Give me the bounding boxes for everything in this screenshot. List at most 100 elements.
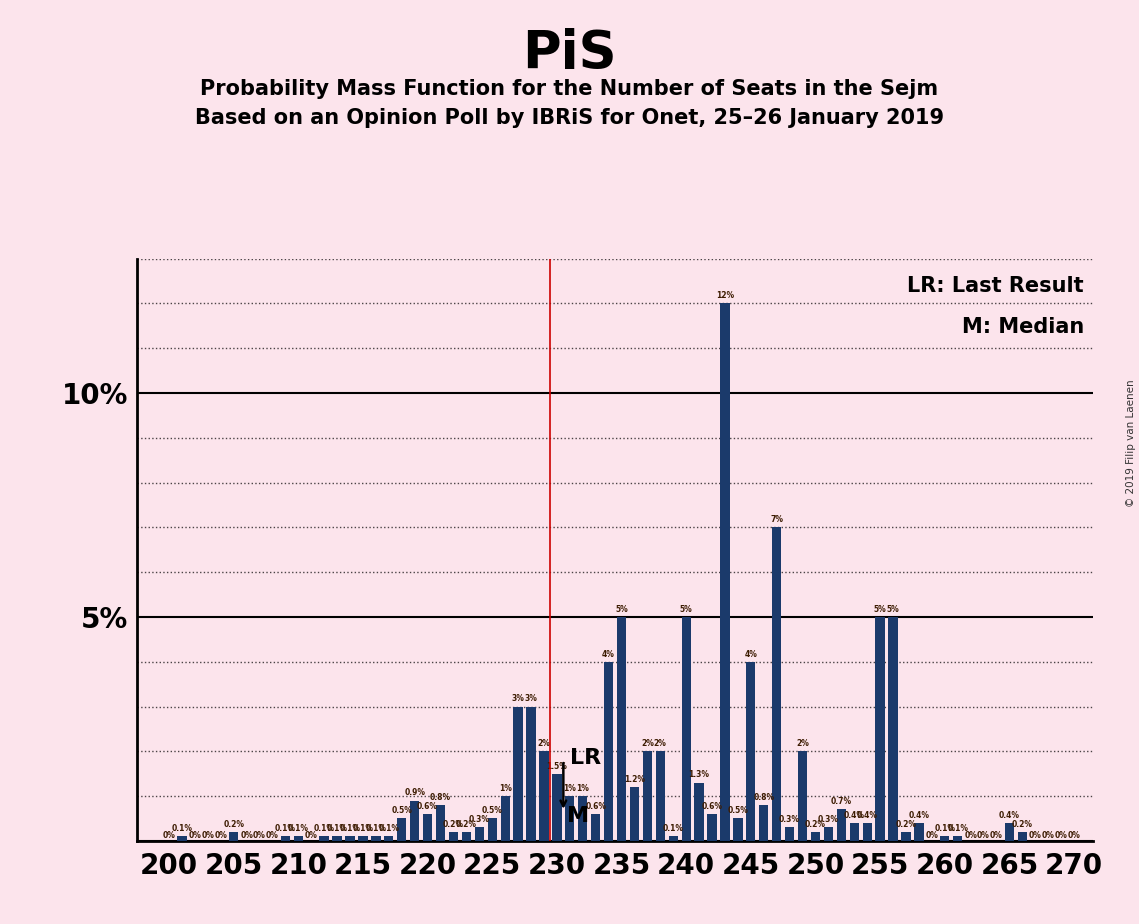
Text: 0%: 0% (1067, 831, 1081, 840)
Bar (423, 814, 432, 841)
Text: 0.4%: 0.4% (909, 810, 929, 820)
Text: 0.1%: 0.1% (327, 824, 347, 833)
Bar (436, 805, 445, 841)
Text: 0%: 0% (925, 831, 939, 840)
Text: 3%: 3% (525, 694, 538, 703)
Bar (526, 707, 535, 841)
Bar (552, 773, 562, 841)
Bar (280, 836, 290, 841)
Bar (888, 617, 898, 841)
Text: PiS: PiS (522, 28, 617, 79)
Text: 0%: 0% (240, 831, 253, 840)
Bar (514, 707, 523, 841)
Text: 7%: 7% (770, 516, 784, 524)
Bar (850, 823, 859, 841)
Bar (410, 800, 419, 841)
Bar (734, 819, 743, 841)
Text: 0.2%: 0.2% (456, 820, 477, 829)
Text: 0.9%: 0.9% (404, 788, 425, 797)
Text: 5%: 5% (886, 605, 900, 614)
Bar (1017, 832, 1027, 841)
Bar (294, 836, 303, 841)
Text: 0.1%: 0.1% (274, 824, 296, 833)
Text: 5%: 5% (680, 605, 693, 614)
Text: 0%: 0% (1029, 831, 1042, 840)
Bar (320, 836, 329, 841)
Text: LR: LR (570, 748, 601, 768)
Text: 0%: 0% (267, 831, 279, 840)
Text: 1%: 1% (499, 784, 511, 793)
Text: 0%: 0% (990, 831, 1003, 840)
Text: LR: Last Result: LR: Last Result (908, 276, 1084, 297)
Text: 0.1%: 0.1% (934, 824, 956, 833)
Bar (604, 662, 613, 841)
Text: 0%: 0% (965, 831, 977, 840)
Bar (940, 836, 950, 841)
Text: 0.6%: 0.6% (417, 802, 439, 811)
Bar (333, 836, 342, 841)
Text: 12%: 12% (716, 291, 734, 300)
Text: 0.4%: 0.4% (844, 810, 865, 820)
Text: 0.5%: 0.5% (728, 807, 748, 815)
Bar (798, 751, 808, 841)
Text: M: Median: M: Median (961, 317, 1084, 337)
Text: M: M (567, 807, 589, 826)
Text: 0.4%: 0.4% (857, 810, 878, 820)
Text: 1%: 1% (564, 784, 576, 793)
Text: 0.2%: 0.2% (805, 820, 826, 829)
Bar (811, 832, 820, 841)
Text: 3%: 3% (511, 694, 525, 703)
Bar (901, 832, 910, 841)
Bar (862, 823, 871, 841)
Text: 1%: 1% (576, 784, 589, 793)
Text: 0.3%: 0.3% (818, 815, 839, 824)
Text: 1.3%: 1.3% (689, 771, 710, 780)
Text: 0%: 0% (977, 831, 990, 840)
Bar (384, 836, 393, 841)
Bar (669, 836, 678, 841)
Bar (630, 787, 639, 841)
Bar (642, 751, 652, 841)
Text: 0%: 0% (1042, 831, 1055, 840)
Bar (746, 662, 755, 841)
Text: 0.2%: 0.2% (1011, 820, 1033, 829)
Text: 0.1%: 0.1% (366, 824, 386, 833)
Bar (953, 836, 962, 841)
Bar (681, 617, 691, 841)
Bar (837, 809, 846, 841)
Bar (695, 783, 704, 841)
Bar (371, 836, 380, 841)
Bar (487, 819, 497, 841)
Bar (772, 528, 781, 841)
Text: 1.2%: 1.2% (624, 775, 645, 784)
Text: 0.6%: 0.6% (702, 802, 722, 811)
Text: 2%: 2% (796, 739, 809, 748)
Text: 0.5%: 0.5% (482, 807, 502, 815)
Bar (591, 814, 600, 841)
Text: 0.8%: 0.8% (753, 793, 775, 802)
Text: 0.3%: 0.3% (469, 815, 490, 824)
Bar (915, 823, 924, 841)
Text: 0.2%: 0.2% (443, 820, 464, 829)
Text: Probability Mass Function for the Number of Seats in the Sejm: Probability Mass Function for the Number… (200, 79, 939, 99)
Bar (475, 827, 484, 841)
Bar (229, 832, 238, 841)
Text: 0.1%: 0.1% (663, 824, 683, 833)
Text: 0%: 0% (214, 831, 227, 840)
Text: 0.8%: 0.8% (429, 793, 451, 802)
Text: 0.3%: 0.3% (779, 815, 800, 824)
Text: 2%: 2% (538, 739, 550, 748)
Text: 0%: 0% (163, 831, 175, 840)
Text: 0.2%: 0.2% (895, 820, 917, 829)
Text: 0%: 0% (202, 831, 214, 840)
Text: 0%: 0% (305, 831, 318, 840)
Text: 0.6%: 0.6% (585, 802, 606, 811)
Text: 0.5%: 0.5% (392, 807, 412, 815)
Bar (579, 796, 588, 841)
Bar (656, 751, 665, 841)
Bar (785, 827, 794, 841)
Text: 0.1%: 0.1% (288, 824, 309, 833)
Text: 0.7%: 0.7% (830, 797, 852, 807)
Text: 0.1%: 0.1% (948, 824, 968, 833)
Bar (398, 819, 407, 841)
